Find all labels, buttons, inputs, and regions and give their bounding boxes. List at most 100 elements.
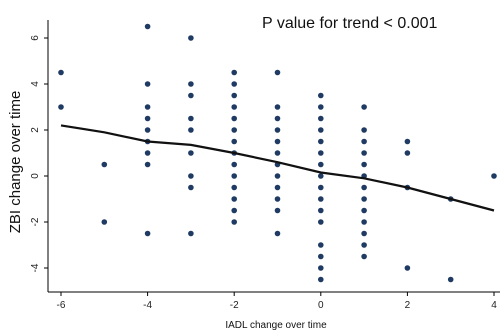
data-point bbox=[318, 196, 324, 202]
data-point bbox=[318, 150, 324, 156]
data-point bbox=[318, 207, 324, 214]
data-point bbox=[231, 219, 237, 225]
data-point bbox=[318, 127, 324, 133]
data-point bbox=[274, 69, 281, 76]
data-point bbox=[188, 81, 194, 87]
data-point bbox=[404, 150, 411, 156]
data-point bbox=[188, 230, 194, 237]
data-point bbox=[274, 104, 281, 110]
x-tick-label: -6 bbox=[57, 300, 66, 311]
trend-line bbox=[60, 124, 495, 212]
x-axis-title: IADL change over time bbox=[225, 320, 327, 331]
data-point bbox=[318, 242, 324, 248]
data-point bbox=[318, 253, 324, 260]
data-point bbox=[361, 104, 367, 110]
data-point bbox=[447, 276, 454, 283]
data-point bbox=[231, 127, 237, 133]
data-point bbox=[101, 161, 108, 168]
plot-region: -4 -2 0 2 4 6 -6 -4 -2 0 2 4 bbox=[30, 20, 500, 311]
data-point bbox=[361, 230, 367, 237]
x-tick-label: -2 bbox=[230, 300, 239, 311]
data-point bbox=[361, 242, 367, 248]
data-point bbox=[58, 104, 64, 110]
x-tick-label: 4 bbox=[491, 300, 497, 311]
data-point bbox=[144, 161, 151, 168]
data-point bbox=[144, 115, 151, 122]
data-point bbox=[188, 115, 194, 122]
x-tick-label: -4 bbox=[143, 300, 152, 311]
data-point bbox=[491, 173, 497, 179]
y-tick-label: -2 bbox=[30, 217, 41, 226]
x-tick-label: 2 bbox=[405, 300, 411, 311]
data-point bbox=[188, 127, 194, 133]
y-axis-title: ZBI change over time bbox=[7, 91, 24, 234]
data-point bbox=[274, 230, 281, 237]
data-point bbox=[231, 161, 237, 168]
data-point bbox=[404, 265, 411, 271]
data-point bbox=[274, 196, 281, 202]
data-point bbox=[144, 150, 151, 156]
data-point bbox=[274, 173, 281, 179]
data-point bbox=[231, 138, 237, 145]
x-tick-label: 0 bbox=[318, 300, 324, 311]
data-point bbox=[361, 196, 367, 202]
data-point bbox=[318, 138, 324, 145]
data-point bbox=[274, 138, 281, 145]
data-point bbox=[274, 207, 281, 214]
y-axis-ticks: -4 -2 0 2 4 6 bbox=[30, 35, 48, 272]
data-point bbox=[404, 138, 411, 145]
data-point bbox=[361, 184, 367, 191]
y-tick-label: 2 bbox=[30, 127, 41, 133]
data-point bbox=[231, 173, 237, 179]
data-point bbox=[188, 173, 194, 179]
data-point bbox=[361, 161, 367, 168]
y-tick-label: 6 bbox=[30, 35, 41, 41]
p-value-annotation: P value for trend < 0.001 bbox=[262, 15, 437, 32]
data-point bbox=[318, 265, 324, 271]
data-point bbox=[361, 150, 367, 156]
data-point bbox=[318, 184, 324, 191]
data-point bbox=[361, 127, 367, 133]
data-point bbox=[274, 150, 281, 156]
data-point bbox=[361, 207, 367, 214]
data-point bbox=[188, 35, 194, 41]
data-point bbox=[274, 184, 281, 191]
data-point bbox=[58, 69, 64, 76]
y-tick-label: 0 bbox=[30, 173, 41, 179]
data-point bbox=[144, 230, 151, 237]
data-point bbox=[188, 184, 194, 191]
data-point bbox=[274, 115, 281, 122]
data-point bbox=[231, 69, 237, 76]
data-point bbox=[361, 219, 367, 225]
data-point bbox=[318, 161, 324, 168]
data-point bbox=[144, 127, 151, 133]
data-point bbox=[318, 276, 324, 283]
y-tick-label: -4 bbox=[30, 263, 41, 272]
data-point bbox=[144, 23, 151, 30]
data-point bbox=[144, 81, 151, 87]
x-axis-ticks: -6 -4 -2 0 2 4 bbox=[57, 292, 497, 311]
data-point bbox=[188, 92, 194, 99]
data-point bbox=[231, 104, 237, 110]
data-point bbox=[101, 219, 108, 225]
data-point bbox=[361, 253, 367, 260]
data-point bbox=[231, 92, 237, 99]
y-tick-label: 4 bbox=[30, 81, 41, 87]
data-point bbox=[231, 184, 237, 191]
data-point bbox=[361, 138, 367, 145]
data-point bbox=[231, 81, 237, 87]
data-point bbox=[188, 150, 194, 156]
trend-line-group bbox=[60, 124, 495, 212]
data-point bbox=[144, 104, 151, 110]
data-point bbox=[318, 115, 324, 122]
data-points bbox=[58, 23, 497, 283]
data-point bbox=[274, 127, 281, 133]
data-point bbox=[318, 219, 324, 225]
data-point bbox=[318, 104, 324, 110]
data-point bbox=[231, 196, 237, 202]
data-point bbox=[231, 115, 237, 122]
data-point bbox=[318, 92, 324, 99]
data-point bbox=[318, 173, 324, 179]
data-point bbox=[231, 207, 237, 214]
